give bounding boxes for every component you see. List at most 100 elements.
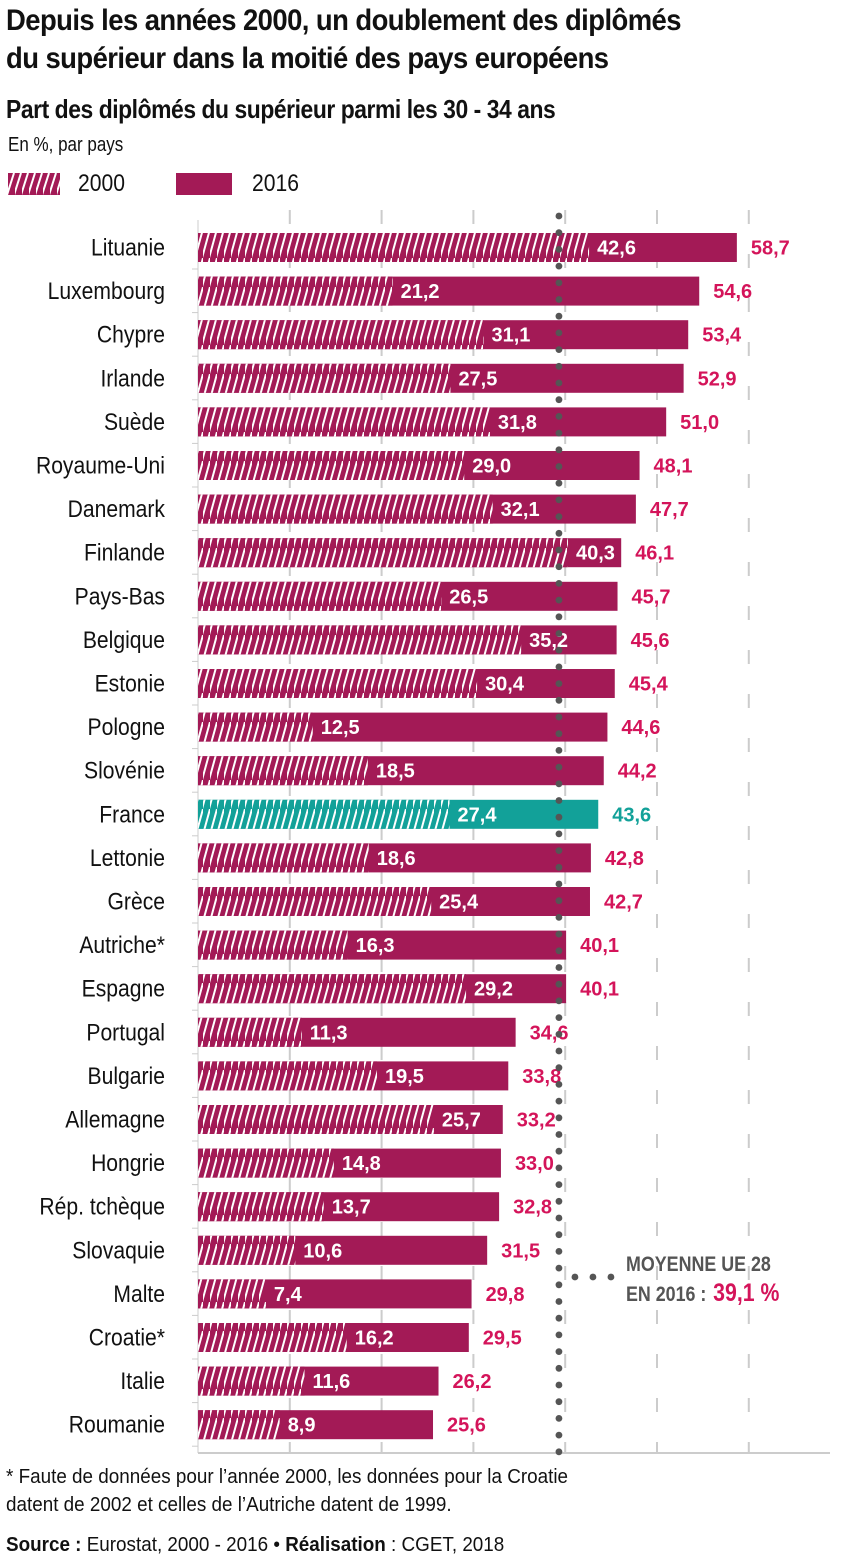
value-label-2000: 18,6 xyxy=(377,848,416,870)
average-line-dot xyxy=(555,1030,563,1038)
average-line-dot xyxy=(555,680,563,687)
average-line-dot xyxy=(555,1147,563,1155)
source-line: Source : Eurostat, 2000 - 2016 • Réalisa… xyxy=(6,1533,504,1557)
value-label-2000: 29,2 xyxy=(474,979,513,1001)
bar-2000 xyxy=(198,363,451,393)
value-label-2000: 16,2 xyxy=(355,1328,394,1350)
average-line-dot xyxy=(555,396,563,404)
average-connector-dot xyxy=(589,1273,597,1281)
average-line-dot xyxy=(555,312,563,320)
average-line-dot xyxy=(555,546,563,554)
footnote-line-2: datent de 2002 et celles de l’Autriche d… xyxy=(6,1493,452,1516)
average-connector-dot xyxy=(571,1273,579,1281)
category-label: Portugal xyxy=(86,1019,165,1046)
value-label-2000: 10,6 xyxy=(303,1240,342,1262)
bar-2000 xyxy=(198,974,467,1004)
category-label: Lituanie xyxy=(91,234,165,261)
average-line-dot xyxy=(555,747,563,754)
average-line-dot xyxy=(555,1047,563,1055)
value-label-2016: 54,6 xyxy=(713,281,752,303)
bar-2000 xyxy=(198,1410,280,1440)
bar-2000 xyxy=(198,799,450,829)
value-label-2000: 8,9 xyxy=(288,1415,316,1437)
value-label-2000: 7,4 xyxy=(274,1284,303,1306)
value-label-2000: 25,7 xyxy=(442,1110,481,1132)
average-line-dot xyxy=(555,296,563,303)
value-label-2016: 33,0 xyxy=(515,1153,554,1175)
average-line-dot xyxy=(555,880,563,888)
legend-swatch-2000 xyxy=(8,173,60,195)
value-label-2016: 46,1 xyxy=(635,543,674,565)
bar-2000 xyxy=(198,1235,296,1265)
value-label-2016: 40,1 xyxy=(580,979,619,1001)
value-label-2000: 29,0 xyxy=(472,456,511,478)
value-label-2016: 53,4 xyxy=(702,325,742,347)
bar-2000 xyxy=(198,1061,378,1091)
average-line-dot xyxy=(555,1164,563,1172)
credit-text: : CGET, 2018 xyxy=(385,1533,505,1556)
average-line-dot xyxy=(555,346,563,353)
average-line-dot xyxy=(555,663,563,671)
category-label: Roumanie xyxy=(69,1411,165,1438)
average-line-dot xyxy=(555,1364,563,1372)
bar-2000 xyxy=(198,1017,302,1047)
bar-2000 xyxy=(198,1323,347,1352)
value-label-2000: 31,8 xyxy=(498,412,537,434)
average-line-dot xyxy=(555,1398,563,1406)
average-line-dot xyxy=(555,379,563,387)
value-label-2000: 26,5 xyxy=(449,586,488,608)
average-line-dot xyxy=(555,730,563,738)
average-line-dot xyxy=(555,613,563,621)
bar-2000 xyxy=(198,625,522,655)
value-label-2000: 14,8 xyxy=(342,1153,381,1175)
value-label-2000: 13,7 xyxy=(332,1197,371,1219)
average-line-dot xyxy=(555,529,563,537)
category-label: France xyxy=(99,801,165,828)
value-label-2016: 42,8 xyxy=(605,848,644,870)
average-annotation: MOYENNE UE 28 EN 2016 : 39,1 % xyxy=(626,1251,779,1309)
average-line-dot xyxy=(555,763,563,771)
bar-2000 xyxy=(198,233,590,262)
average-line-dot xyxy=(555,1097,563,1105)
average-line-dot xyxy=(555,630,563,637)
category-label: Bulgarie xyxy=(88,1063,165,1090)
category-label: Croatie* xyxy=(89,1324,165,1351)
average-line-dot xyxy=(555,1314,563,1322)
category-label: Finlande xyxy=(84,539,165,566)
average-line-dot xyxy=(555,1081,563,1088)
value-label-2000: 12,5 xyxy=(321,717,360,739)
average-line-dot xyxy=(555,429,563,437)
category-label: Irlande xyxy=(100,365,165,392)
average-line-dot xyxy=(555,1381,563,1389)
category-label: Espagne xyxy=(82,975,165,1002)
bar-2000 xyxy=(198,1279,266,1309)
average-line-dot xyxy=(555,797,563,804)
value-label-2016: 58,7 xyxy=(751,238,790,260)
value-label-2016: 51,0 xyxy=(680,412,719,434)
source-text: Eurostat, 2000 - 2016 • xyxy=(81,1533,286,1556)
average-line-dot xyxy=(555,646,563,654)
value-label-2000: 25,4 xyxy=(439,892,479,914)
bar-2000 xyxy=(198,669,478,698)
average-line-dot xyxy=(555,563,563,571)
category-label: Rép. tchèque xyxy=(39,1193,165,1220)
average-line-dot xyxy=(555,229,563,237)
average-connector-dot xyxy=(607,1273,615,1281)
average-line-dot xyxy=(555,463,563,470)
average-line-dot xyxy=(555,1264,563,1272)
value-label-2016: 33,2 xyxy=(517,1110,556,1132)
average-line-dot xyxy=(555,329,563,337)
unit-label: En %, par pays xyxy=(8,134,124,156)
value-label-2016: 45,6 xyxy=(631,630,670,652)
average-line-dot xyxy=(555,780,563,788)
average-line-dot xyxy=(555,997,563,1005)
average-label-line-1: MOYENNE UE 28 xyxy=(626,1253,771,1276)
value-label-2016: 32,8 xyxy=(513,1197,552,1219)
legend-label-2016: 2016 xyxy=(252,170,299,197)
value-label-2000: 31,1 xyxy=(491,325,530,347)
category-label: Hongrie xyxy=(91,1150,165,1177)
category-label: Lettonie xyxy=(90,845,165,872)
average-line-dot xyxy=(555,413,563,420)
bar-2000 xyxy=(198,494,493,524)
value-label-2016: 44,6 xyxy=(621,717,660,739)
